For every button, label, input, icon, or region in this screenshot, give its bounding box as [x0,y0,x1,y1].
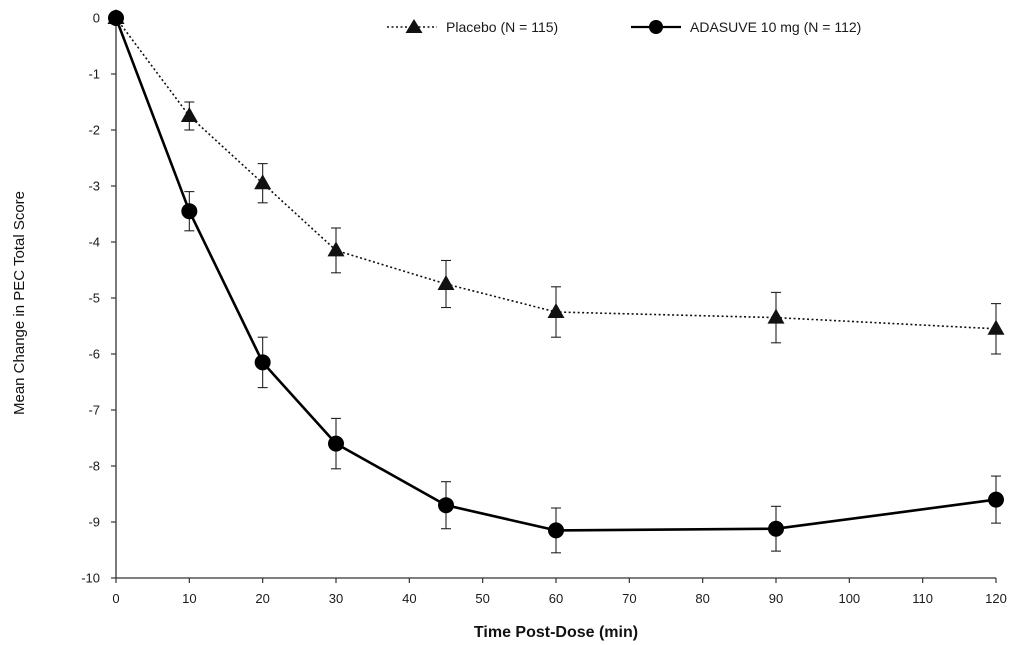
legend-item-placebo: Placebo (N = 115) [387,19,558,35]
y-tick-label: 0 [93,11,100,26]
x-tick-label: 110 [912,591,933,606]
legend-placebo-triangle-icon [405,19,423,33]
x-tick-label: 70 [622,591,636,606]
x-tick-label: 90 [769,591,783,606]
x-tick-label: 20 [255,591,269,606]
x-tick-label: 10 [182,591,196,606]
data-point-triangle [437,275,455,290]
data-point-circle [254,354,271,371]
data-point-circle [438,497,454,514]
data-point-circle [181,203,198,220]
y-tick-label: -8 [88,459,100,474]
series-layer [107,9,1005,554]
y-tick-label: -5 [88,291,100,306]
series-line [114,17,997,532]
y-axis-title: Mean Change in PEC Total Score [11,191,28,415]
data-point-triangle [180,107,198,122]
x-tick-label: 80 [695,591,709,606]
y-ticks: 0 -1 -2 -3 -4 -5 -6 -7 -8 -9 -10 [81,11,116,586]
data-point-triangle [254,174,272,190]
axes: 0 -1 -2 -3 -4 -5 -6 -7 -8 -9 -10 0 10 20 30 40 50 60 70 80… [81,11,1007,607]
data-point-triangle [327,241,345,257]
data-point-triangle [987,319,1005,335]
x-tick-label: 0 [112,591,119,606]
x-ticks: 0 10 20 30 40 50 60 70 80 90 100 110 120 [112,578,1007,606]
data-point-circle [548,522,564,539]
legend: Placebo (N = 115) ADASUVE 10 mg (N = 112… [387,19,861,35]
x-axis-title: Time Post-Dose (min) [474,624,638,641]
x-tick-label: 100 [838,591,860,606]
y-tick-label: -2 [88,123,100,138]
data-point-circle [768,520,784,537]
data-point-triangle [767,308,785,324]
y-tick-label: -7 [88,403,100,418]
x-tick-label: 120 [985,591,1007,606]
x-tick-label: 60 [549,591,563,606]
data-point-circle [988,491,1004,508]
series-placebo [107,9,1005,355]
legend-adasuve-label: ADASUVE 10 mg (N = 112) [690,19,861,35]
y-tick-label: -4 [88,235,100,250]
legend-placebo-label: Placebo (N = 115) [446,19,558,35]
data-point-triangle [547,303,565,318]
data-point-circle [108,10,124,26]
y-tick-label: -6 [88,347,100,362]
y-tick-label: -1 [88,67,100,82]
x-tick-label: 30 [329,591,343,606]
series-line [115,17,997,330]
x-tick-label: 40 [402,591,416,606]
legend-adasuve-circle-icon [649,20,663,34]
data-point-circle [328,435,344,452]
y-tick-label: -9 [88,515,100,530]
y-tick-label: -10 [81,571,100,586]
y-tick-label: -3 [88,179,100,194]
x-tick-label: 50 [475,591,489,606]
legend-item-adasuve: ADASUVE 10 mg (N = 112) [631,19,861,35]
series-adasuve [108,10,1004,554]
